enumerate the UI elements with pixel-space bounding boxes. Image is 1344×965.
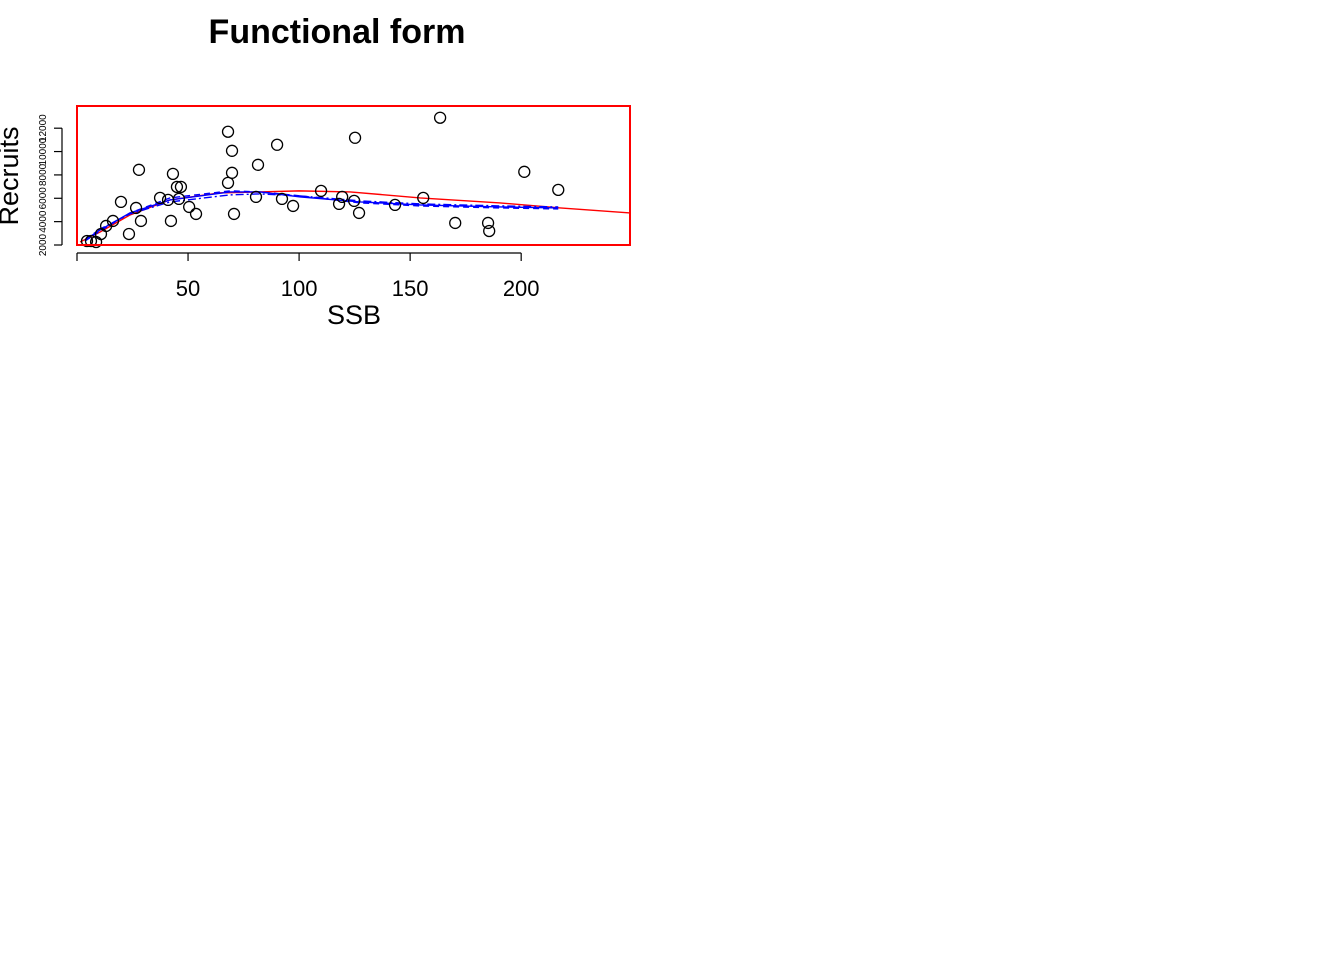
point <box>388 198 402 212</box>
plot-frame <box>76 105 631 246</box>
chart-title: Functional form <box>209 13 466 51</box>
point <box>170 180 184 194</box>
point <box>183 200 196 214</box>
x-axis-label: SSB <box>327 300 381 330</box>
point <box>518 165 531 178</box>
point <box>221 125 235 138</box>
point <box>275 192 289 206</box>
point <box>286 199 300 213</box>
point <box>164 214 178 228</box>
point <box>172 192 186 206</box>
point <box>249 190 263 204</box>
point <box>336 190 349 204</box>
point <box>189 207 203 221</box>
point <box>174 180 188 194</box>
point <box>129 201 143 215</box>
point <box>348 131 362 144</box>
point <box>221 176 235 190</box>
point <box>314 184 328 198</box>
point <box>106 214 120 228</box>
point <box>483 224 496 238</box>
point <box>552 183 565 197</box>
y-tick-label: 12000 <box>38 114 49 142</box>
point <box>227 207 241 221</box>
x-tick-label: 50 <box>176 276 200 301</box>
x-tick-label: 200 <box>503 276 540 301</box>
point <box>251 158 265 171</box>
x-tick-label: 150 <box>392 276 429 301</box>
point <box>481 216 495 230</box>
fit-line <box>84 191 559 241</box>
point <box>433 111 447 124</box>
y-tick-label: 10000 <box>38 137 49 165</box>
point <box>449 216 462 230</box>
y-axis-label: Recruits <box>0 126 24 225</box>
point <box>84 234 98 248</box>
point <box>80 234 94 248</box>
y-tick-label: 6000 <box>38 187 49 210</box>
point <box>270 138 284 151</box>
fit-line <box>84 190 559 242</box>
point <box>153 191 167 205</box>
point <box>225 144 239 157</box>
point <box>122 227 136 241</box>
fit-line <box>79 190 631 243</box>
y-tick-label: 4000 <box>38 210 49 233</box>
point <box>114 195 128 209</box>
point <box>352 206 366 220</box>
point <box>134 214 148 228</box>
point <box>132 163 146 176</box>
point <box>348 194 361 208</box>
point <box>225 166 239 179</box>
y-tick-label: 2000 <box>38 233 49 256</box>
point <box>417 191 430 205</box>
x-tick-label: 100 <box>281 276 318 301</box>
point <box>332 197 346 211</box>
point <box>166 167 180 180</box>
fit-line <box>84 193 559 241</box>
y-tick-label: 8000 <box>38 163 49 186</box>
